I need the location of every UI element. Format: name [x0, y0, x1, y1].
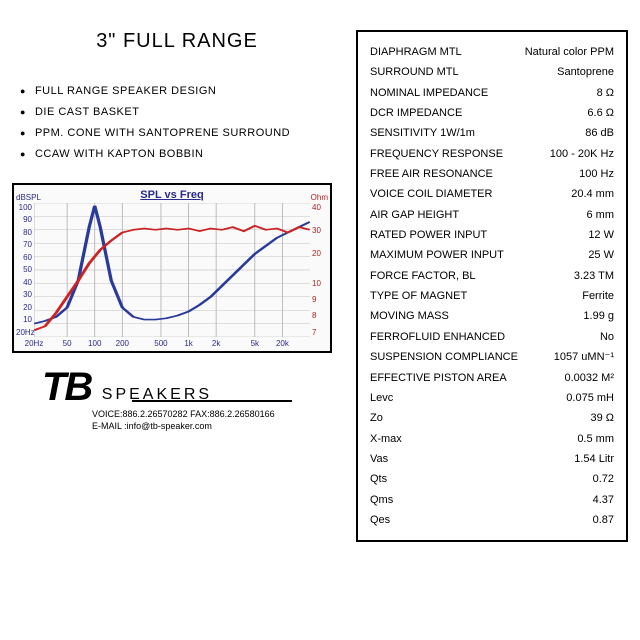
brand-word: SPEAKERS [102, 386, 212, 410]
spec-row: MOVING MASS 1.99 g [370, 306, 614, 326]
contact-line2: E-MAIL :info@tb-speaker.com [92, 420, 342, 433]
spec-label: Qms [370, 490, 393, 510]
logo-block: TB SPEAKERS VOICE:886.2.26570282 FAX:886… [12, 365, 342, 433]
left-ticks: 10090807060504030201020Hz [16, 203, 32, 337]
spec-label: TYPE OF MAGNET [370, 286, 467, 306]
spec-label: Zo [370, 408, 383, 428]
spec-row: MAXIMUM POWER INPUT 25 W [370, 245, 614, 265]
x-ticks: 20Hz501002005001k2k5k20k [34, 339, 310, 349]
product-title: 3" FULL RANGE [12, 30, 342, 53]
spec-value: 25 W [588, 245, 614, 265]
chart-title: SPL vs Freq [140, 189, 203, 201]
spec-value: Santoprene [557, 62, 614, 82]
spec-row: EFFECTIVE PISTON AREA 0.0032 M² [370, 368, 614, 388]
spec-row: Qes 0.87 [370, 510, 614, 530]
spec-value: 3.23 TM [574, 266, 614, 286]
spec-row: SURROUND MTL Santoprene [370, 62, 614, 82]
spec-row: Levc 0.075 mH [370, 388, 614, 408]
brand-logo: TB [42, 365, 91, 410]
spec-row: Vas 1.54 Litr [370, 449, 614, 469]
spec-label: VOICE COIL DIAMETER [370, 184, 492, 204]
spec-row: X-max 0.5 mm [370, 429, 614, 449]
spec-value: 100 Hz [579, 164, 614, 184]
impedance-curve [34, 205, 310, 323]
spec-row: TYPE OF MAGNET Ferrite [370, 286, 614, 306]
feature-item: PPM. CONE WITH SANTOPRENE SURROUND [20, 123, 342, 144]
spec-row: FERROFLUID ENHANCED No [370, 327, 614, 347]
feature-item: CCAW WITH KAPTON BOBBIN [20, 144, 342, 165]
contact-line1: VOICE:886.2.26570282 FAX:886.2.26580166 [92, 408, 342, 421]
spec-row: DCR IMPEDANCE 6.6 Ω [370, 103, 614, 123]
spec-label: RATED POWER INPUT [370, 225, 487, 245]
feature-item: FULL RANGE SPEAKER DESIGN [20, 81, 342, 102]
spec-value: 6.6 Ω [587, 103, 614, 123]
spec-label: FORCE FACTOR, BL [370, 266, 476, 286]
plot-area [34, 203, 310, 337]
spec-label: Qes [370, 510, 390, 530]
right-axis-label: Ohm [311, 193, 328, 202]
spec-value: 0.87 [593, 510, 614, 530]
spec-label: Levc [370, 388, 393, 408]
spec-label: SENSITIVITY 1W/1m [370, 123, 475, 143]
spec-row: SUSPENSION COMPLIANCE 1057 uMN⁻¹ [370, 347, 614, 367]
spec-row: AIR GAP HEIGHT 6 mm [370, 205, 614, 225]
spl-chart: SPL vs Freq dBSPL Ohm 100908070605040302… [12, 183, 332, 353]
spec-label: MOVING MASS [370, 306, 449, 326]
spec-row: SENSITIVITY 1W/1m 86 dB [370, 123, 614, 143]
spec-value: 86 dB [585, 123, 614, 143]
spec-value: Natural color PPM [525, 42, 614, 62]
spec-label: FERROFLUID ENHANCED [370, 327, 505, 347]
spec-value: 1057 uMN⁻¹ [554, 347, 614, 367]
right-ticks: 40302010987 [312, 203, 328, 337]
feature-item: DIE CAST BASKET [20, 102, 342, 123]
spec-label: Vas [370, 449, 388, 469]
spec-row: VOICE COIL DIAMETER 20.4 mm [370, 184, 614, 204]
spec-row: RATED POWER INPUT 12 W [370, 225, 614, 245]
spec-label: NOMINAL IMPEDANCE [370, 83, 488, 103]
spec-label: Qts [370, 469, 387, 489]
spec-row: Zo 39 Ω [370, 408, 614, 428]
spec-row: NOMINAL IMPEDANCE 8 Ω [370, 83, 614, 103]
spec-row: DIAPHRAGM MTL Natural color PPM [370, 42, 614, 62]
spec-value: Ferrite [582, 286, 614, 306]
spec-label: SUSPENSION COMPLIANCE [370, 347, 518, 367]
spec-label: DCR IMPEDANCE [370, 103, 462, 123]
feature-list: FULL RANGE SPEAKER DESIGNDIE CAST BASKET… [12, 81, 342, 165]
spec-row: Qms 4.37 [370, 490, 614, 510]
spec-label: EFFECTIVE PISTON AREA [370, 368, 507, 388]
spec-row: FREQUENCY RESPONSE 100 - 20K Hz [370, 144, 614, 164]
spec-value: 6 mm [587, 205, 615, 225]
spec-label: SURROUND MTL [370, 62, 459, 82]
spec-label: DIAPHRAGM MTL [370, 42, 462, 62]
spl-curve [34, 225, 310, 330]
spec-value: 8 Ω [597, 83, 614, 103]
spec-value: 0.5 mm [577, 429, 614, 449]
spec-label: AIR GAP HEIGHT [370, 205, 459, 225]
spec-value: 12 W [588, 225, 614, 245]
spec-row: FREE AIR RESONANCE 100 Hz [370, 164, 614, 184]
contact-info: VOICE:886.2.26570282 FAX:886.2.26580166 … [42, 408, 342, 433]
spec-value: 20.4 mm [571, 184, 614, 204]
spec-label: X-max [370, 429, 402, 449]
chart-svg [34, 203, 310, 337]
spec-row: Qts 0.72 [370, 469, 614, 489]
spec-value: 0.72 [593, 469, 614, 489]
spec-label: MAXIMUM POWER INPUT [370, 245, 504, 265]
left-axis-label: dBSPL [16, 193, 41, 202]
spec-value: 0.0032 M² [564, 368, 614, 388]
spec-value: 100 - 20K Hz [550, 144, 614, 164]
spec-value: 1.54 Litr [574, 449, 614, 469]
spec-value: 0.075 mH [566, 388, 614, 408]
spec-value: 4.37 [593, 490, 614, 510]
spec-value: No [600, 327, 614, 347]
spec-label: FREQUENCY RESPONSE [370, 144, 503, 164]
spec-value: 1.99 g [583, 306, 614, 326]
spec-value: 39 Ω [590, 408, 614, 428]
spec-label: FREE AIR RESONANCE [370, 164, 493, 184]
spec-row: FORCE FACTOR, BL 3.23 TM [370, 266, 614, 286]
spec-table: DIAPHRAGM MTLNatural color PPMSURROUND M… [356, 30, 628, 542]
